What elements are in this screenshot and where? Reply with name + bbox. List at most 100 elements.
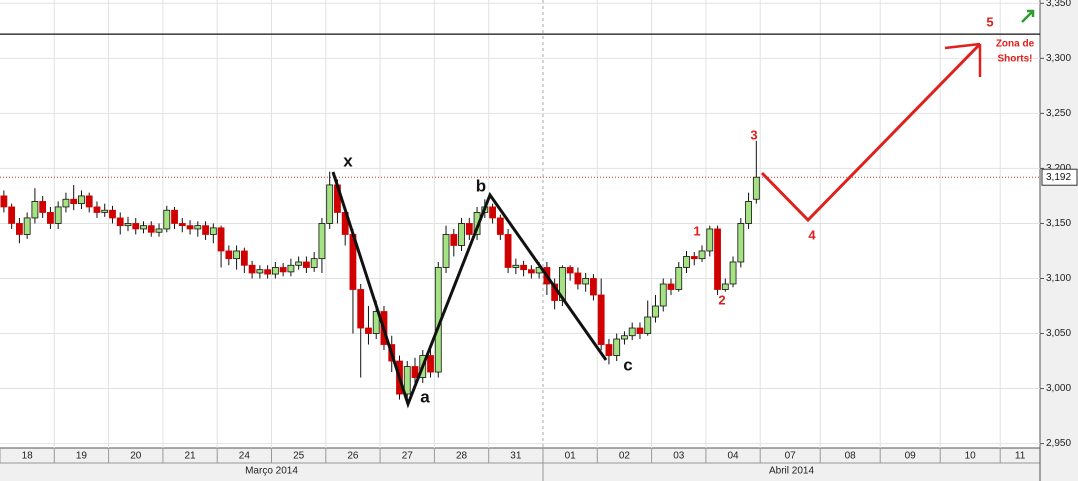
candle-body [411, 366, 419, 378]
candle-body [233, 250, 240, 260]
candle-body [147, 225, 155, 233]
candle-body [171, 209, 178, 224]
wave-label: x [343, 151, 353, 170]
projection-line [760, 42, 982, 223]
candle-body [8, 206, 16, 224]
x-tick-label: 03 [673, 451, 685, 462]
month-label: Março 2014 [245, 466, 298, 477]
candle-body [621, 335, 628, 340]
candle-body [15, 223, 23, 235]
pattern-lines [331, 42, 982, 409]
candle-body [264, 269, 272, 275]
candle-body [714, 228, 721, 290]
candle-body [124, 223, 132, 227]
x-tick-label: 21 [184, 451, 196, 462]
note: Zona de [996, 39, 1035, 50]
candle-body [527, 269, 535, 274]
y-tick-label: 3,200 [1046, 163, 1071, 174]
count-label: 5 [986, 14, 993, 29]
candle-body [23, 217, 31, 235]
candle-body [504, 234, 512, 268]
candle-body [752, 176, 760, 200]
candle-body [465, 223, 473, 235]
candle-body [450, 234, 458, 246]
candle-body [186, 225, 194, 230]
last-price-label: 3,192 [1046, 172, 1071, 183]
candle-body [737, 223, 745, 263]
wave-label: a [420, 387, 430, 406]
candle-body [109, 209, 116, 219]
candle-body [690, 256, 698, 260]
grid [0, 0, 1040, 448]
month-label: Abril 2014 [769, 466, 814, 477]
arrow-head [944, 42, 981, 50]
candle-body [178, 223, 186, 227]
candle-body [427, 355, 434, 373]
candle-body [520, 264, 528, 271]
candle-body [194, 225, 202, 230]
plot-area [0, 0, 1040, 448]
count-label: 4 [808, 227, 816, 242]
candle-body [271, 267, 279, 275]
x-tick-label: 26 [347, 451, 359, 462]
y-tick-label: 3,050 [1046, 328, 1071, 339]
candle-body [202, 225, 209, 235]
x-tick-label: 27 [402, 451, 414, 462]
candle-body [745, 201, 752, 224]
candle-body [217, 227, 225, 252]
candle-body [652, 305, 659, 318]
y-tick-label: 3,300 [1046, 53, 1071, 64]
candle-body [240, 250, 248, 266]
candle-body [116, 217, 124, 227]
candle-body [248, 264, 256, 274]
candle-body [155, 228, 163, 233]
x-tick-label: 07 [785, 451, 797, 462]
x-tick-label: 10 [965, 451, 977, 462]
x-tick-label: 19 [76, 451, 88, 462]
x-tick-label: 11 [1015, 451, 1026, 462]
candle-body [209, 227, 217, 235]
candle-body [636, 327, 644, 334]
candle-body [644, 316, 652, 334]
candle-body [458, 223, 465, 246]
candle-body [706, 228, 714, 252]
candle-body [566, 267, 574, 274]
x-tick-label: 01 [565, 451, 577, 462]
x-tick-label: 18 [22, 451, 34, 462]
candle-body [582, 278, 590, 285]
candle-body [357, 289, 365, 329]
candle-body [310, 258, 318, 268]
trend-icon[interactable] [1021, 9, 1035, 23]
candle-body [132, 223, 140, 230]
candle-body [93, 206, 101, 213]
x-tick-label: 25 [293, 451, 305, 462]
candle-body [318, 223, 326, 260]
x-tick-label: 02 [619, 451, 631, 462]
count-label: 3 [750, 127, 757, 142]
candle-body [39, 201, 47, 213]
candle-body [613, 338, 621, 356]
candle-body [628, 327, 636, 337]
candle-body [101, 209, 109, 213]
candle-body [683, 256, 690, 268]
candle-body [256, 269, 264, 274]
x-tick-label: 31 [510, 451, 522, 462]
candle-body [442, 234, 450, 268]
candle-body [303, 261, 310, 268]
candles [0, 140, 760, 402]
y-tick-label: 3,250 [1046, 108, 1071, 119]
candle-body [163, 209, 171, 230]
y-tick-label: 2,950 [1046, 438, 1071, 449]
candle-body [279, 267, 287, 273]
candle-body [140, 225, 147, 230]
candle-body [667, 283, 675, 290]
candle-body [721, 283, 729, 290]
candle-body [372, 311, 380, 334]
y-tick-label: 3,350 [1046, 0, 1071, 9]
candle-body [590, 278, 597, 296]
y-tick-label: 3,150 [1046, 218, 1071, 229]
candle-body [512, 264, 520, 268]
candle-body [597, 294, 605, 345]
last-price-tag [1041, 168, 1078, 186]
